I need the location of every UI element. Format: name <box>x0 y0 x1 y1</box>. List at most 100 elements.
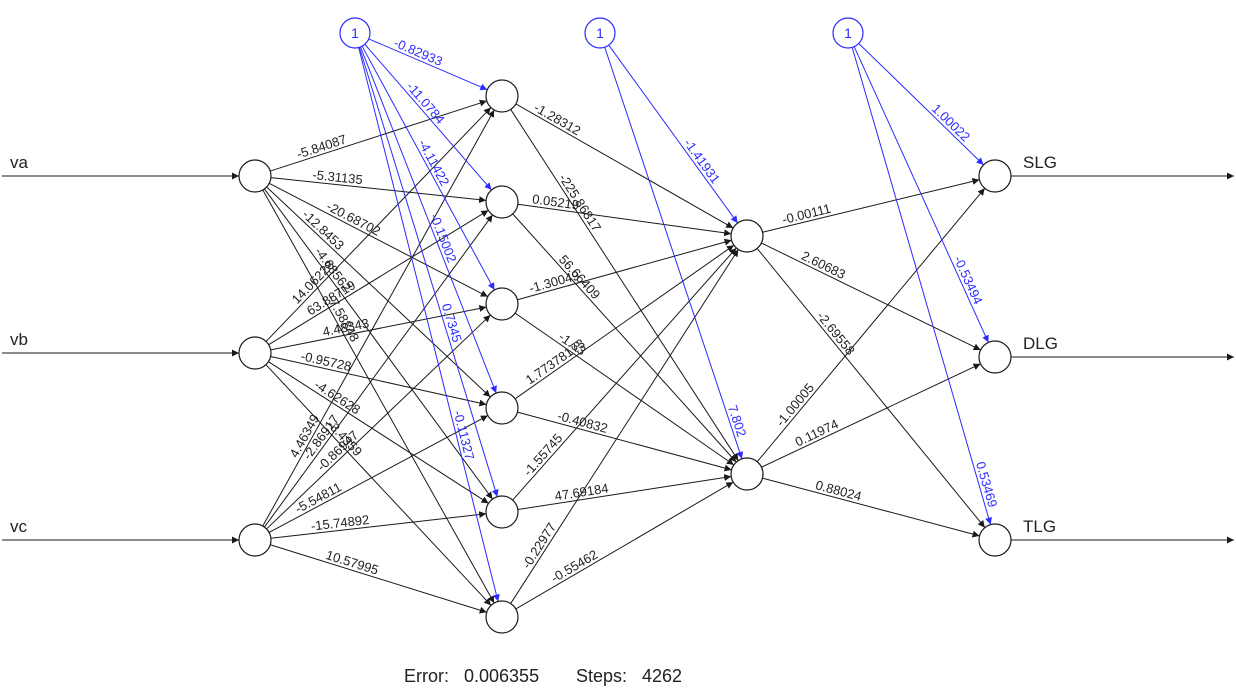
hidden2-node <box>730 457 764 491</box>
bias-node-label: 1 <box>844 25 852 41</box>
edge-layer <box>2 38 1234 614</box>
training-summary: Error: 0.006355 Steps: 4262 <box>404 666 682 686</box>
bias-weight-label: -0.11327 <box>451 409 478 461</box>
edge-bias-hidden1 <box>361 45 495 291</box>
output-label-SLG: SLG <box>1023 153 1057 172</box>
edge-bias-hidden1 <box>358 47 499 497</box>
weight-label: 0.05219 <box>531 191 580 212</box>
edge-hidden2-output <box>756 187 986 463</box>
hidden1-node <box>485 287 519 321</box>
output-node-DLG <box>978 340 1012 374</box>
weight-label: 2.60683 <box>799 248 848 282</box>
edge-input-hidden1 <box>270 177 487 204</box>
edge-hidden1-hidden2 <box>517 238 732 301</box>
edge-bias-hidden2 <box>608 44 739 224</box>
edge-hidden1-hidden2 <box>510 109 739 461</box>
edge-hidden1-hidden2 <box>517 474 732 511</box>
steps-label: Steps: <box>576 666 627 686</box>
weight-label: -5.54811 <box>292 479 343 516</box>
edge-input-hidden1 <box>264 214 493 528</box>
weight-label: 0.88024 <box>814 477 863 504</box>
hidden1-node <box>485 600 519 634</box>
edge-input-hidden1 <box>266 314 491 530</box>
weight-label: -1.28312 <box>531 100 583 138</box>
input-node-vc <box>238 523 272 557</box>
steps-value: 4262 <box>642 666 682 686</box>
edge-input-hidden1 <box>270 544 487 614</box>
weight-label: 47.69184 <box>554 481 610 504</box>
edge-input-hidden1 <box>268 415 489 533</box>
edge-bias-hidden2 <box>604 47 744 459</box>
edge-hidden1-hidden2 <box>517 411 732 472</box>
weight-label: -15.74892 <box>310 512 370 534</box>
bias-weight-label: -1.41931 <box>681 136 723 186</box>
edge-bias-output <box>851 47 992 525</box>
bias-node <box>584 17 616 49</box>
edge-input-hidden1 <box>270 355 487 407</box>
hidden1-node <box>485 495 519 529</box>
weight-label: -4.62628 <box>312 377 363 417</box>
weight-label: 0.11974 <box>793 416 841 449</box>
output-label-TLG: TLG <box>1023 517 1056 536</box>
edge-hidden2-output <box>762 178 980 233</box>
hidden1-node <box>485 79 519 113</box>
weight-label: -0.22977 <box>519 520 559 571</box>
bias-node-label: 1 <box>596 25 604 41</box>
edge-hidden2-output <box>756 248 986 528</box>
edge-bias-hidden1 <box>358 47 500 602</box>
weight-label: 1.77378173 <box>523 336 588 388</box>
edge-input-hidden1 <box>262 189 495 604</box>
edge-hidden1-hidden2 <box>514 312 735 466</box>
bias-node-label: 1 <box>351 25 359 41</box>
edge-bias-output <box>858 43 984 166</box>
weight-label: -0.55462 <box>548 547 600 586</box>
edge-hidden1-hidden2 <box>512 247 737 501</box>
edge-input-hidden1 <box>266 186 491 398</box>
output-node-TLG <box>978 523 1012 557</box>
edge-hidden2-output <box>762 477 980 538</box>
edge-bias-output <box>853 46 989 343</box>
edge-hidden2-output <box>761 363 981 468</box>
edge-input-hidden1 <box>264 188 493 500</box>
edge-hidden1-hidden2 <box>517 203 732 237</box>
input-label-vb: vb <box>10 330 28 349</box>
edge-input-hidden1 <box>268 209 489 346</box>
edge-hidden1-hidden2 <box>512 213 737 463</box>
edge-input-hidden1 <box>262 109 495 527</box>
bias-weight-label: -0.15002 <box>427 211 460 264</box>
weight-label: 10.57995 <box>324 547 380 577</box>
bias-weight-label: -0.82933 <box>392 35 445 69</box>
edge-hidden2-output <box>761 242 981 351</box>
edge-input-hidden1 <box>270 305 487 351</box>
output-node-SLG <box>978 159 1012 193</box>
weight-label: -1.30049 <box>527 268 580 296</box>
node-layer: 1 1 1 <box>238 17 1012 634</box>
input-label-vc: vc <box>10 517 28 536</box>
error-label: Error: <box>404 666 449 686</box>
weight-label: -0.00111 <box>781 201 833 227</box>
input-node-va <box>238 159 272 193</box>
bias-node <box>339 17 371 49</box>
edge-input-hidden1 <box>268 361 489 504</box>
input-node-vb <box>238 336 272 370</box>
bias-weight-label: 0.7345 <box>439 302 465 344</box>
edge-bias-hidden1 <box>368 38 488 91</box>
edge-hidden1-hidden2 <box>514 244 735 400</box>
hidden1-node <box>485 185 519 219</box>
weight-label: -5.84087 <box>295 132 348 162</box>
edge-bias-hidden1 <box>360 46 497 394</box>
hidden2-node <box>730 219 764 253</box>
edge-input-hidden1 <box>270 511 487 539</box>
edge-hidden1-hidden2 <box>515 481 734 610</box>
weight-label-layer: vavbvcSLGDLGTLG-5.84087-5.31135-20.68702… <box>10 35 1058 586</box>
weight-label: -2.69558 <box>814 309 858 358</box>
bias-node <box>832 17 864 49</box>
bias-weight-label: -11.0784 <box>404 79 448 127</box>
bias-weight-label: 0.53469 <box>973 460 1000 509</box>
edge-input-hidden1 <box>270 99 487 172</box>
hidden1-node <box>485 391 519 425</box>
output-label-DLG: DLG <box>1023 334 1058 353</box>
weight-label: -1.00005 <box>773 380 817 429</box>
error-value: 0.006355 <box>464 666 539 686</box>
